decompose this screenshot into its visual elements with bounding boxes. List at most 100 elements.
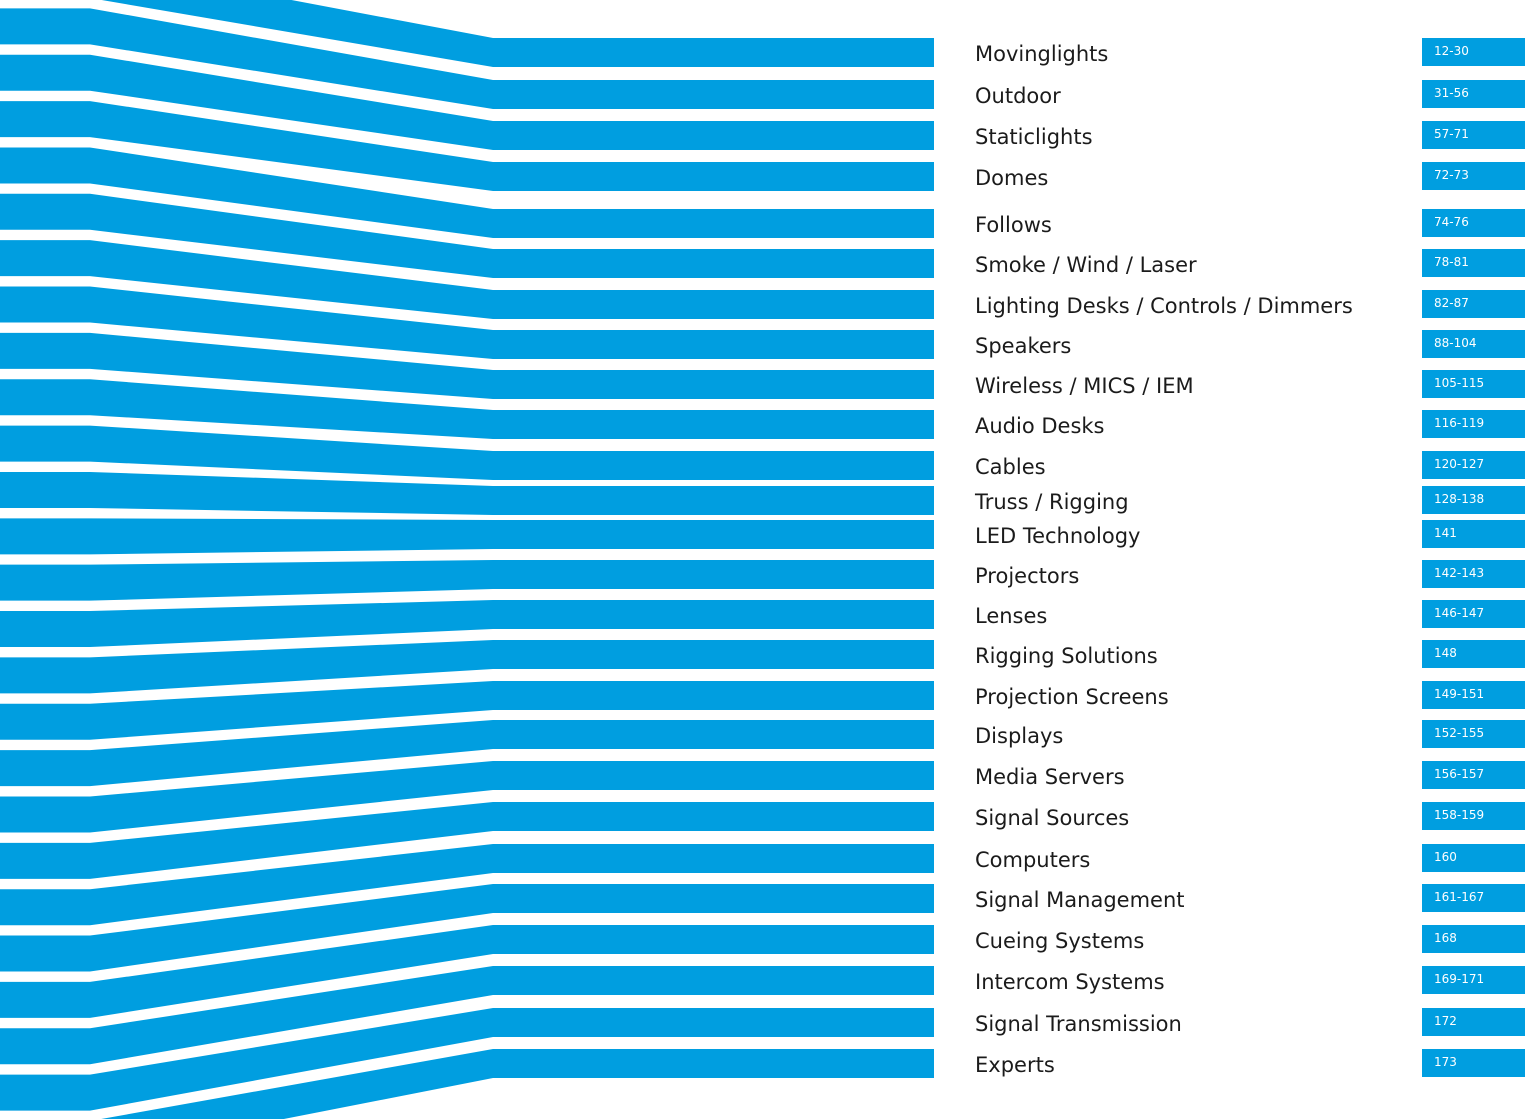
stripe-band <box>0 286 934 359</box>
stripe-band <box>0 518 934 555</box>
toc-page-range: 158-159 <box>1422 802 1525 830</box>
toc-page-range: 152-155 <box>1422 720 1525 748</box>
toc-entry-label: Smoke / Wind / Laser <box>975 253 1197 277</box>
toc-page-range: 120-127 <box>1422 451 1525 479</box>
toc-page-range: 169-171 <box>1422 966 1525 994</box>
toc-entry[interactable]: Lighting Desks / Controls / Dimmers 82-87 <box>0 290 1525 320</box>
stripe-band <box>0 761 934 833</box>
toc-entry[interactable]: Displays 152-155 <box>0 720 1525 750</box>
toc-entry-label: Cueing Systems <box>975 929 1145 953</box>
stripe-band <box>101 1049 934 1119</box>
stripe-band <box>0 471 934 515</box>
toc-entry-label: Audio Desks <box>975 414 1105 438</box>
toc-entry[interactable]: Staticlights 57-71 <box>0 121 1525 151</box>
toc-entry-label: Experts <box>975 1053 1055 1077</box>
toc-entry-label: LED Technology <box>975 524 1141 548</box>
stripe-band <box>0 8 934 109</box>
toc-entry-label: Displays <box>975 724 1064 748</box>
stripe-band <box>0 802 934 879</box>
toc-entry-label: Signal Transmission <box>975 1012 1182 1036</box>
toc-entry-label: Intercom Systems <box>975 970 1165 994</box>
toc-entry-label: Domes <box>975 166 1049 190</box>
toc-page-range: 148 <box>1422 640 1525 668</box>
stripe-band <box>0 844 934 926</box>
toc-entry-label: Projectors <box>975 564 1080 588</box>
toc-entry[interactable]: Domes 72-73 <box>0 162 1525 192</box>
toc-page-range: 156-157 <box>1422 761 1525 789</box>
stripe-band <box>0 720 934 787</box>
stripe-band <box>0 147 934 238</box>
stripe-band <box>0 425 934 480</box>
toc-entry-label: Staticlights <box>975 125 1093 149</box>
toc-entry[interactable]: Experts 173 <box>0 1049 1525 1079</box>
toc-entry[interactable]: Cables 120-127 <box>0 451 1525 481</box>
toc-entry-label: Projection Screens <box>975 685 1169 709</box>
toc-entry[interactable]: Truss / Rigging 128-138 <box>0 486 1525 516</box>
toc-page-range: 141 <box>1422 520 1525 548</box>
toc-page-range: 146-147 <box>1422 600 1525 628</box>
toc-page-range: 78-81 <box>1422 249 1525 277</box>
stripe-band <box>0 332 934 399</box>
toc-entry-label: Truss / Rigging <box>975 490 1129 514</box>
toc-page-range: 57-71 <box>1422 121 1525 149</box>
stripe-band <box>0 925 934 1018</box>
toc-page-range: 72-73 <box>1422 162 1525 190</box>
stripe-band <box>0 193 934 278</box>
toc-page-range: 168 <box>1422 925 1525 953</box>
toc-entry[interactable]: Projectors 142-143 <box>0 560 1525 590</box>
toc-entry[interactable]: Follows 74-76 <box>0 209 1525 239</box>
stripe-band <box>0 54 934 150</box>
toc-entry[interactable]: Computers 160 <box>0 844 1525 874</box>
toc-entry-label: Lenses <box>975 604 1048 628</box>
stripe-band <box>0 560 934 601</box>
toc-entry[interactable]: Speakers 88-104 <box>0 330 1525 360</box>
toc-page-range: 82-87 <box>1422 290 1525 318</box>
toc-page-range: 105-115 <box>1422 370 1525 398</box>
toc-entry[interactable]: Audio Desks 116-119 <box>0 410 1525 440</box>
toc-page-range: 116-119 <box>1422 410 1525 438</box>
toc-entry[interactable]: Media Servers 156-157 <box>0 761 1525 791</box>
toc-entry[interactable]: Wireless / MICS / IEM 105-115 <box>0 370 1525 400</box>
stripe-band <box>0 884 934 972</box>
toc-page-range: 142-143 <box>1422 560 1525 588</box>
toc-entry[interactable]: Signal Management 161-167 <box>0 884 1525 914</box>
toc-entry[interactable]: Smoke / Wind / Laser 78-81 <box>0 249 1525 279</box>
stripe-band <box>0 640 934 694</box>
toc-page-range: 128-138 <box>1422 486 1525 514</box>
toc-entry[interactable]: Rigging Solutions 148 <box>0 640 1525 670</box>
toc-entry-label: Lighting Desks / Controls / Dimmers <box>975 294 1353 318</box>
toc-entry-label: Rigging Solutions <box>975 644 1158 668</box>
stripe-band <box>101 0 934 67</box>
toc-entry[interactable]: Projection Screens 149-151 <box>0 681 1525 711</box>
toc-entry[interactable]: Intercom Systems 169-171 <box>0 966 1525 996</box>
toc-page-range: 173 <box>1422 1049 1525 1077</box>
toc-entry[interactable]: Signal Transmission 172 <box>0 1008 1525 1038</box>
toc-entry-label: Media Servers <box>975 765 1125 789</box>
toc-entry[interactable]: Outdoor 31-56 <box>0 80 1525 110</box>
stripe-band <box>0 1008 934 1111</box>
toc-entry[interactable]: Movinglights 12-30 <box>0 38 1525 68</box>
toc-entry-label: Movinglights <box>975 42 1109 66</box>
toc-page-range: 88-104 <box>1422 330 1525 358</box>
toc-page-range: 31-56 <box>1422 80 1525 108</box>
toc-entry-label: Speakers <box>975 334 1072 358</box>
toc-entry-label: Computers <box>975 848 1091 872</box>
toc-entry[interactable]: Signal Sources 158-159 <box>0 802 1525 832</box>
toc-page-range: 160 <box>1422 844 1525 872</box>
stripe-band <box>0 101 934 191</box>
toc-entry-label: Cables <box>975 455 1046 479</box>
toc-page-range: 12-30 <box>1422 38 1525 66</box>
toc-entry-label: Signal Sources <box>975 806 1130 830</box>
stripe-band <box>0 379 934 439</box>
toc-entry[interactable]: Lenses 146-147 <box>0 600 1525 630</box>
stripe-band <box>0 240 934 319</box>
toc-entry-label: Signal Management <box>975 888 1185 912</box>
toc-entry[interactable]: LED Technology 141 <box>0 520 1525 550</box>
toc-page-range: 149-151 <box>1422 681 1525 709</box>
toc-entry-label: Outdoor <box>975 84 1061 108</box>
toc-page-range: 172 <box>1422 1008 1525 1036</box>
stripe-band <box>0 966 934 1065</box>
toc-entry[interactable]: Cueing Systems 168 <box>0 925 1525 955</box>
stripe-band <box>0 681 934 740</box>
